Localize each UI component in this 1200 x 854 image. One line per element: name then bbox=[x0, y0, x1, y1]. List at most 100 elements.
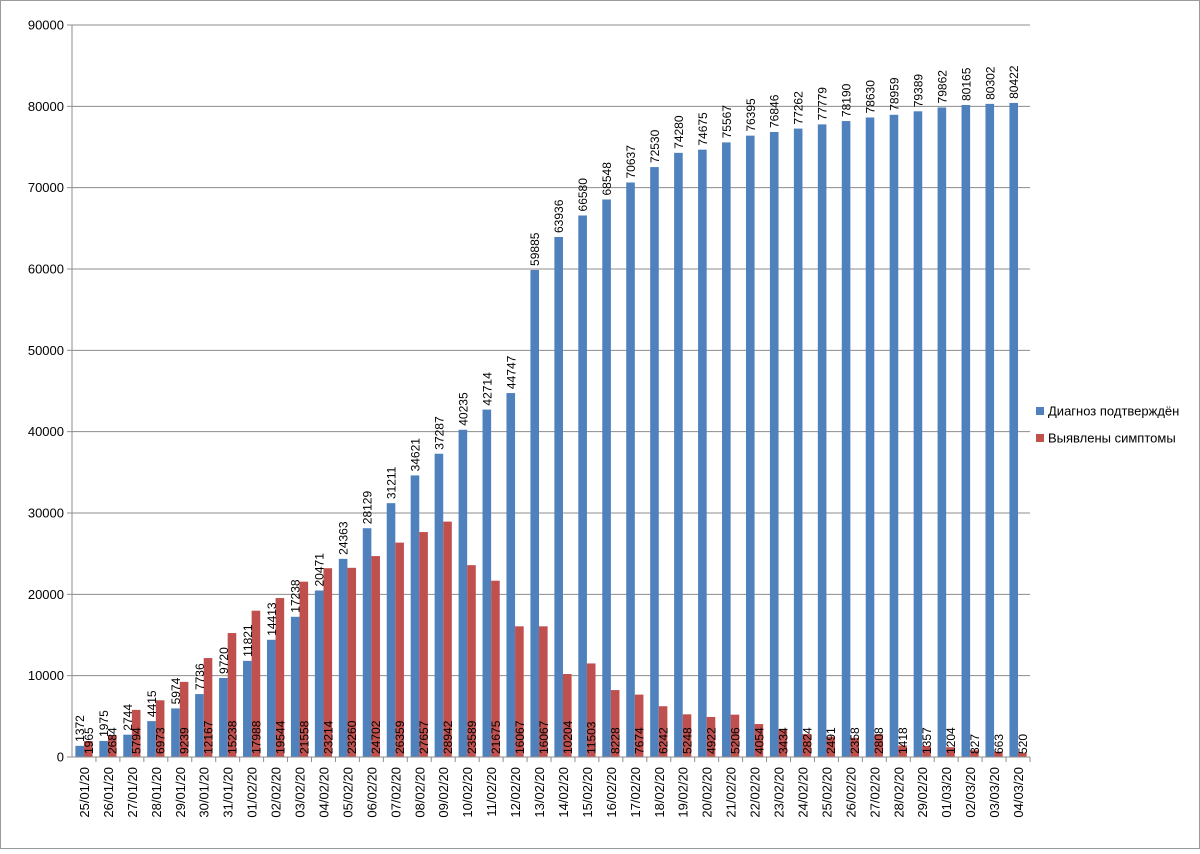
bar-confirmed bbox=[698, 149, 707, 758]
data-label-symptoms: 6973 bbox=[154, 727, 168, 754]
x-tick-label: 29/01/20 bbox=[173, 767, 188, 818]
data-label-confirmed: 9720 bbox=[217, 647, 231, 674]
legend: Диагноз подтверждён Выявлены симптомы bbox=[1036, 404, 1179, 446]
y-tick-label: 40000 bbox=[28, 424, 64, 439]
bar-confirmed bbox=[793, 128, 803, 757]
y-tick-label: 50000 bbox=[28, 343, 64, 358]
data-label-confirmed: 72530 bbox=[648, 129, 662, 163]
data-label-symptoms: 5248 bbox=[681, 727, 695, 754]
bar-symptoms bbox=[754, 724, 764, 757]
data-label-symptoms: 2808 bbox=[872, 727, 886, 754]
data-label-symptoms: 1965 bbox=[82, 727, 96, 754]
y-axis-tick-labels: 0 10000 20000 30000 40000 50000 60000 70000 8000… bbox=[28, 18, 64, 765]
x-tick-label: 19/02/20 bbox=[676, 767, 691, 818]
data-label-symptoms: 4054 bbox=[752, 727, 766, 754]
x-tick-label: 11/02/20 bbox=[484, 767, 499, 817]
bar-symptoms bbox=[515, 626, 524, 757]
bar-symptoms bbox=[634, 694, 644, 757]
data-label-symptoms: 1204 bbox=[944, 727, 958, 754]
data-label-symptoms: 21558 bbox=[297, 720, 311, 754]
bar-confirmed bbox=[362, 528, 372, 757]
data-label-confirmed: 79862 bbox=[935, 70, 949, 104]
bar-confirmed bbox=[243, 660, 252, 757]
data-label-symptoms: 663 bbox=[992, 734, 1006, 754]
data-label-confirmed: 7736 bbox=[193, 663, 207, 690]
bar-symptoms bbox=[946, 747, 955, 757]
bar-symptoms bbox=[131, 709, 141, 757]
bar-symptoms bbox=[874, 734, 883, 757]
bar-confirmed bbox=[865, 117, 875, 757]
x-tick-label: 08/02/20 bbox=[412, 767, 427, 818]
bar-symptoms bbox=[658, 706, 668, 757]
data-label-confirmed: 14413 bbox=[265, 602, 279, 636]
y-tick-label: 0 bbox=[57, 750, 64, 765]
x-tick-label: 06/02/20 bbox=[364, 767, 379, 818]
y-tick-label: 20000 bbox=[28, 587, 64, 602]
data-label-symptoms: 26359 bbox=[393, 720, 407, 754]
bar-symptoms bbox=[443, 521, 452, 757]
data-label-symptoms: 5206 bbox=[728, 727, 742, 754]
data-label-confirmed: 77779 bbox=[816, 87, 830, 121]
x-tick-label: 10/02/20 bbox=[460, 767, 475, 818]
bar-symptoms bbox=[155, 700, 165, 757]
data-label-symptoms: 7674 bbox=[633, 727, 647, 754]
data-label-confirmed: 5974 bbox=[169, 677, 183, 704]
data-label-symptoms: 1357 bbox=[920, 727, 934, 754]
bar-confirmed bbox=[745, 135, 755, 758]
x-tick-label: 27/01/20 bbox=[125, 767, 140, 818]
x-tick-label: 24/02/20 bbox=[795, 767, 810, 818]
bar-confirmed bbox=[266, 639, 276, 757]
bar-symptoms bbox=[347, 567, 357, 757]
data-label-symptoms: 23589 bbox=[465, 720, 479, 754]
bar-confirmed bbox=[314, 590, 324, 757]
data-label-confirmed: 1975 bbox=[97, 710, 111, 737]
bar-confirmed bbox=[602, 199, 611, 758]
bar-symptoms bbox=[994, 751, 1003, 757]
bar-symptoms bbox=[706, 716, 716, 757]
data-label-symptoms: 24702 bbox=[369, 720, 383, 754]
x-tick-label: 20/02/20 bbox=[700, 767, 715, 818]
bar-confirmed bbox=[482, 409, 492, 757]
data-label-symptoms: 28942 bbox=[441, 720, 455, 754]
y-tick-label: 60000 bbox=[28, 262, 64, 277]
bar-symptoms bbox=[419, 532, 428, 757]
bar-confirmed bbox=[722, 142, 731, 757]
x-tick-label: 07/02/20 bbox=[388, 767, 403, 818]
data-label-confirmed: 63936 bbox=[552, 199, 566, 233]
x-tick-label: 25/02/20 bbox=[819, 767, 834, 818]
data-label-confirmed: 76846 bbox=[768, 94, 782, 128]
bar-confirmed bbox=[626, 182, 635, 758]
data-label-confirmed: 28129 bbox=[361, 491, 375, 525]
bar-symptoms bbox=[275, 598, 285, 757]
bar-symptoms bbox=[83, 741, 93, 757]
bar-symptoms bbox=[778, 729, 788, 757]
x-tick-label: 03/03/20 bbox=[987, 767, 1002, 818]
x-tick-label: 13/02/20 bbox=[532, 767, 547, 818]
bar-confirmed bbox=[171, 708, 180, 757]
x-tick-label: 28/02/20 bbox=[891, 767, 906, 818]
data-label-confirmed: 78190 bbox=[840, 83, 854, 117]
bar-symptoms bbox=[1018, 752, 1027, 757]
bars bbox=[75, 102, 1027, 758]
x-tick-label: 28/01/20 bbox=[149, 767, 164, 818]
bar-symptoms bbox=[922, 745, 931, 757]
data-label-symptoms: 16067 bbox=[513, 720, 527, 754]
bar-symptoms bbox=[682, 714, 692, 757]
bar-symptoms bbox=[299, 581, 309, 757]
bar-symptoms bbox=[251, 610, 261, 757]
data-label-symptoms: 11503 bbox=[585, 721, 599, 754]
x-tick-label: 16/02/20 bbox=[604, 767, 619, 818]
data-label-confirmed: 24363 bbox=[337, 521, 351, 555]
legend-swatch bbox=[1036, 434, 1044, 442]
axes bbox=[71, 25, 1031, 762]
bar-symptoms bbox=[970, 750, 979, 757]
bar-confirmed bbox=[1009, 102, 1019, 758]
data-label-symptoms: 6242 bbox=[657, 727, 671, 754]
data-label-symptoms: 2491 bbox=[824, 727, 838, 754]
data-label-confirmed: 74675 bbox=[696, 112, 710, 146]
bar-symptoms bbox=[227, 633, 237, 757]
bar-symptoms bbox=[802, 734, 812, 757]
data-label-confirmed: 78959 bbox=[887, 77, 901, 111]
data-label-symptoms: 4922 bbox=[704, 727, 718, 754]
